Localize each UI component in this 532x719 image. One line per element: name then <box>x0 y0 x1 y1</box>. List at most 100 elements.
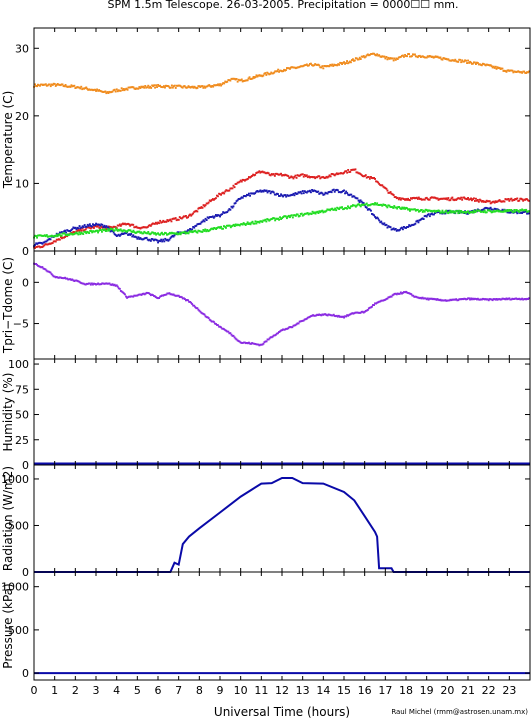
data-point <box>304 212 307 215</box>
data-point <box>448 199 451 202</box>
data-point <box>197 207 200 210</box>
data-point <box>393 205 396 207</box>
data-point <box>299 173 302 176</box>
data-point <box>284 328 287 331</box>
data-point <box>128 223 131 226</box>
data-point <box>234 337 237 340</box>
data-point <box>192 230 195 233</box>
data-point <box>340 62 342 64</box>
data-point <box>404 291 406 294</box>
data-point <box>401 54 403 57</box>
data-point <box>139 87 142 89</box>
data-point <box>173 84 176 87</box>
data-point <box>167 220 170 223</box>
data-point <box>392 227 395 230</box>
data-point <box>302 319 305 322</box>
data-point <box>482 208 485 211</box>
data-point <box>495 298 498 300</box>
data-point <box>248 176 250 178</box>
data-point <box>352 58 354 61</box>
data-point <box>332 313 335 316</box>
data-point <box>161 240 164 243</box>
data-point <box>425 196 428 199</box>
data-point <box>260 171 263 173</box>
data-point <box>485 298 488 301</box>
data-point <box>437 209 440 212</box>
data-point <box>68 233 71 236</box>
data-point <box>112 89 115 92</box>
data-point <box>177 233 180 236</box>
data-point <box>298 65 301 68</box>
data-point <box>88 226 91 229</box>
data-point <box>419 296 422 299</box>
data-point <box>402 291 404 294</box>
data-point <box>375 203 377 206</box>
data-point <box>434 55 437 58</box>
data-point <box>510 209 513 211</box>
data-point <box>202 229 205 231</box>
data-point <box>225 81 228 84</box>
data-point <box>137 230 140 233</box>
data-point <box>495 67 498 70</box>
data-point <box>222 327 225 330</box>
data-point <box>319 314 322 316</box>
data-point <box>393 57 396 60</box>
data-point <box>528 210 530 213</box>
data-point <box>186 230 188 233</box>
data-point <box>386 297 389 300</box>
data-point <box>521 297 524 300</box>
data-point <box>361 55 364 58</box>
data-point <box>300 192 303 195</box>
data-point <box>229 79 232 82</box>
data-point <box>434 298 437 301</box>
data-point <box>267 172 270 175</box>
data-point <box>308 175 310 178</box>
data-point <box>106 226 109 229</box>
data-point <box>323 210 326 213</box>
data-point <box>384 57 387 60</box>
data-point <box>306 190 309 193</box>
data-point <box>377 54 380 57</box>
data-point <box>38 245 41 248</box>
data-point <box>401 292 403 295</box>
data-point <box>412 197 414 199</box>
data-point <box>69 278 72 281</box>
data-point <box>464 197 466 200</box>
data-point <box>266 171 269 174</box>
data-point <box>211 215 214 218</box>
data-point <box>144 226 147 229</box>
data-point <box>333 208 336 211</box>
data-point <box>333 190 336 193</box>
data-point <box>383 299 386 301</box>
data-point <box>498 199 501 201</box>
data-point <box>187 216 189 219</box>
data-point <box>44 243 47 246</box>
data-point <box>278 195 280 197</box>
data-point <box>199 310 202 313</box>
data-point <box>333 174 336 177</box>
data-point <box>72 279 75 282</box>
data-point <box>412 208 414 211</box>
data-point <box>182 297 185 300</box>
data-point <box>431 210 434 213</box>
data-point <box>317 175 320 178</box>
data-point <box>134 294 137 297</box>
data-point <box>462 196 465 199</box>
data-point <box>474 200 476 202</box>
data-point <box>78 86 81 89</box>
data-point <box>376 180 379 183</box>
data-point <box>314 189 317 192</box>
data-point <box>338 208 341 210</box>
data-point <box>154 86 156 89</box>
data-point <box>78 280 81 283</box>
data-point <box>75 86 78 89</box>
data-point <box>443 57 446 60</box>
data-point <box>272 334 275 337</box>
data-point <box>162 86 164 89</box>
data-point <box>190 230 193 233</box>
data-point <box>486 200 489 203</box>
data-point <box>517 200 520 202</box>
data-point <box>241 223 244 226</box>
data-point <box>232 184 235 187</box>
data-point <box>385 205 388 208</box>
